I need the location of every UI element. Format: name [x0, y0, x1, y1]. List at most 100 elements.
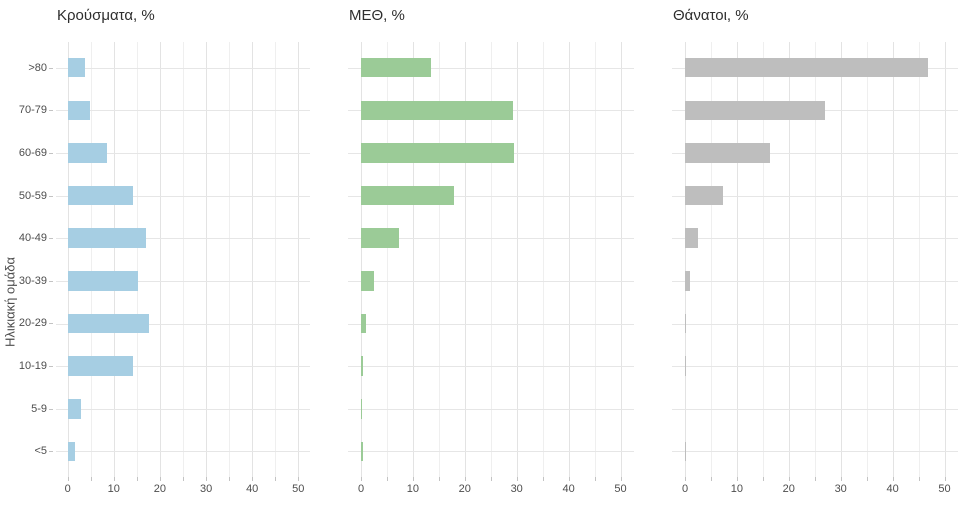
x-axis-tick [866, 477, 868, 481]
x-axis-tick [762, 477, 764, 481]
x-axis-tick [136, 477, 138, 481]
x-axis-tick [892, 477, 894, 481]
horizontal-gridline [55, 323, 311, 325]
x-axis-tick [113, 477, 115, 481]
y-axis-tick [49, 280, 53, 282]
vertical-gridline [542, 42, 544, 477]
horizontal-gridline [671, 238, 958, 240]
y-axis-label: 60-69 [18, 146, 47, 159]
x-axis-tick [542, 477, 544, 481]
vertical-gridline [892, 42, 894, 477]
vertical-gridline [490, 42, 492, 477]
x-axis-label: 20 [153, 483, 167, 495]
vertical-gridline [361, 42, 362, 477]
x-axis-tick [67, 477, 69, 481]
horizontal-gridline [347, 67, 634, 69]
vertical-gridline [788, 42, 790, 477]
vertical-gridline [90, 42, 92, 477]
y-axis-tick [49, 366, 53, 368]
x-axis-tick [183, 477, 184, 481]
y-axis-label: 5-9 [31, 402, 47, 415]
x-axis-tick [788, 477, 790, 481]
vertical-gridline [438, 42, 440, 477]
x-axis-label: 0 [357, 483, 365, 495]
x-axis-label: 10 [406, 483, 420, 495]
bar [67, 143, 108, 163]
x-axis-label: 20 [458, 483, 471, 495]
y-axis-tick [49, 323, 53, 325]
bar [685, 228, 698, 248]
bar [67, 185, 134, 206]
x-axis-tick [814, 477, 816, 481]
bar [361, 143, 514, 163]
bar [361, 356, 363, 376]
bar [67, 441, 76, 462]
bar [361, 57, 431, 78]
x-axis-tick [710, 477, 712, 481]
y-axis-title: Ηλικιακή ομάδα [2, 256, 18, 348]
y-axis-tick [49, 67, 53, 69]
chart-title-cases: Κρούσματα, % [57, 7, 155, 24]
horizontal-gridline [671, 366, 958, 368]
vertical-gridline [67, 42, 69, 477]
bar [361, 271, 374, 291]
bar [361, 185, 454, 206]
x-axis-tick [275, 477, 277, 481]
chart-panel [347, 42, 634, 477]
bar [361, 441, 363, 462]
x-axis-label: 10 [730, 483, 744, 495]
vertical-gridline [464, 42, 466, 477]
vertical-gridline [136, 42, 138, 477]
horizontal-gridline [55, 67, 311, 69]
x-axis-tick [516, 477, 518, 481]
horizontal-gridline [671, 280, 958, 282]
horizontal-gridline [55, 195, 311, 197]
vertical-gridline [620, 42, 622, 477]
x-axis-label: 30 [834, 483, 847, 495]
bar [67, 57, 86, 78]
x-axis-label: 0 [64, 483, 71, 495]
horizontal-gridline [671, 152, 958, 154]
bar [685, 441, 686, 462]
x-axis-tick [252, 477, 254, 481]
x-axis-tick [206, 477, 208, 481]
y-axis-label: 50-59 [18, 189, 47, 202]
vertical-gridline [840, 42, 842, 477]
y-axis-label: 30-39 [18, 274, 47, 287]
bar [685, 57, 928, 78]
x-axis-tick [412, 477, 414, 481]
horizontal-gridline [347, 366, 634, 368]
bar [67, 313, 149, 334]
horizontal-gridline [671, 408, 958, 410]
vertical-gridline [710, 42, 712, 477]
x-axis-tick [840, 477, 842, 481]
y-axis-label: <5 [34, 445, 47, 458]
vertical-gridline [594, 42, 596, 477]
x-axis-label: 40 [562, 483, 575, 495]
horizontal-gridline [347, 280, 634, 282]
x-axis-label: 50 [614, 483, 627, 495]
horizontal-gridline [347, 451, 634, 453]
x-axis-tick [386, 477, 388, 481]
bar [685, 100, 825, 120]
y-axis-label: 20-29 [18, 317, 47, 330]
horizontal-gridline [55, 152, 311, 154]
vertical-gridline [736, 42, 738, 477]
x-axis-tick [594, 477, 596, 481]
x-axis-label: 50 [938, 483, 951, 495]
bar [361, 228, 400, 248]
chart-title-icu: ΜΕΘ, % [349, 7, 405, 24]
vertical-gridline [159, 42, 161, 477]
x-axis-tick [568, 477, 570, 481]
y-axis-label: >80 [28, 61, 47, 74]
x-axis-label: 10 [107, 483, 120, 495]
chart-panel [55, 42, 311, 477]
bar [67, 399, 82, 419]
bar [67, 271, 138, 291]
horizontal-gridline [55, 110, 311, 112]
horizontal-gridline [55, 238, 311, 240]
x-axis-tick [918, 477, 920, 481]
vertical-gridline [568, 42, 570, 477]
vertical-gridline [918, 42, 920, 477]
x-axis-tick [438, 477, 440, 481]
